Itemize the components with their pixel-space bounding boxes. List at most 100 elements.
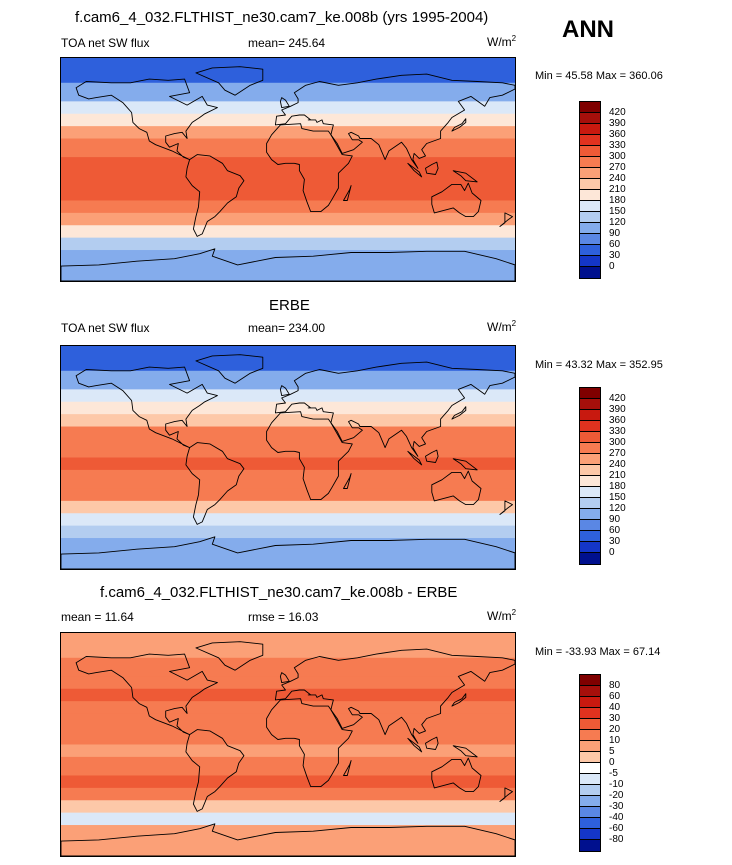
coastline [425, 736, 439, 750]
colorbar-tick-label: 330 [609, 426, 626, 437]
panel-3-colorbar [579, 674, 601, 852]
colorbar-segment [580, 256, 600, 267]
coastline [185, 442, 245, 525]
field-band [61, 58, 515, 84]
colorbar-segment [580, 146, 600, 157]
colorbar-segment [580, 421, 600, 432]
colorbar-segment [580, 719, 600, 730]
colorbar-segment [580, 135, 600, 146]
field-band [61, 657, 515, 677]
colorbar-tick-label: -60 [609, 823, 624, 834]
colorbar-tick-label: 0 [609, 757, 615, 768]
field-band [61, 225, 515, 239]
field-band [61, 82, 515, 102]
panel-1-colorbar [579, 101, 601, 279]
colorbar-segment [580, 399, 600, 410]
coastline [425, 161, 439, 175]
colorbar-tick-label: 10 [609, 735, 621, 746]
coastline [431, 470, 482, 506]
colorbar-segment [580, 212, 600, 223]
colorbar-tick-label: 270 [609, 162, 626, 173]
field-band [61, 513, 515, 527]
colorbar-tick-label: 330 [609, 140, 626, 151]
coastline [451, 406, 467, 420]
colorbar-segment [580, 730, 600, 741]
colorbar-segment [580, 168, 600, 179]
colorbar-segment [580, 708, 600, 719]
colorbar-segment [580, 763, 600, 774]
colorbar-segment [580, 223, 600, 234]
field-band [61, 138, 515, 158]
colorbar-segment [580, 388, 600, 399]
field-band [61, 250, 515, 281]
colorbar-tick-label: 0 [609, 547, 615, 558]
colorbar-tick-label: 300 [609, 437, 626, 448]
panel-2-colorbar [579, 387, 601, 565]
coastline [266, 698, 353, 788]
colorbar-tick-label: -40 [609, 812, 624, 823]
panel-2-units: W/m2 [487, 319, 517, 334]
colorbar-segment [580, 818, 600, 829]
colorbar-segment [580, 785, 600, 796]
panel-3-units: W/m2 [487, 608, 517, 623]
colorbar-tick-label: 390 [609, 118, 626, 129]
field-band [61, 212, 515, 226]
panel-1-variable-label: TOA net SW flux [61, 36, 150, 50]
colorbar-segment [580, 432, 600, 443]
field-band [61, 775, 515, 789]
colorbar-tick-label: 150 [609, 206, 626, 217]
field-band [61, 500, 515, 514]
colorbar-segment [580, 113, 600, 124]
coastline [274, 361, 515, 457]
coastline [451, 693, 467, 707]
colorbar-tick-label: -80 [609, 834, 624, 845]
colorbar-segment [580, 443, 600, 454]
coastline [407, 737, 423, 753]
colorbar-segment [580, 267, 600, 278]
colorbar-segment [580, 840, 600, 851]
field-band [61, 370, 515, 390]
colorbar-tick-label: 210 [609, 184, 626, 195]
coastline [425, 449, 439, 463]
colorbar-segment [580, 509, 600, 520]
colorbar-tick-label: 30 [609, 250, 621, 261]
colorbar-tick-label: 420 [609, 393, 626, 404]
coastline [407, 162, 423, 178]
colorbar-segment [580, 179, 600, 190]
coastline [274, 648, 515, 744]
colorbar-segment [580, 807, 600, 818]
colorbar-segment [580, 124, 600, 135]
coastline [343, 760, 352, 776]
panel-1-title: f.cam6_4_032.FLTHIST_ne30.cam7_ke.008b (… [75, 9, 489, 26]
colorbar-tick-label: 30 [609, 713, 621, 724]
coastline [431, 182, 482, 218]
colorbar-tick-label: 80 [609, 680, 621, 691]
coastline [185, 729, 245, 812]
colorbar-segment [580, 741, 600, 752]
coastline [61, 248, 515, 281]
colorbar-tick-label: 180 [609, 195, 626, 206]
coastline [195, 66, 264, 96]
colorbar-tick-label: 60 [609, 691, 621, 702]
panel-1-minmax: Min = 45.58 Max = 360.06 [535, 70, 663, 82]
colorbar-tick-label: 240 [609, 459, 626, 470]
coastline [266, 411, 353, 501]
coastline [75, 366, 218, 449]
panel-3-title: f.cam6_4_032.FLTHIST_ne30.cam7_ke.008b -… [100, 584, 458, 601]
field-band [61, 426, 515, 446]
colorbar-segment [580, 498, 600, 509]
colorbar-tick-label: 30 [609, 536, 621, 547]
coastline [195, 354, 264, 384]
field-band [61, 181, 515, 201]
field-band [61, 200, 515, 214]
field-band [61, 701, 515, 715]
colorbar-tick-label: 180 [609, 481, 626, 492]
coastline [452, 745, 478, 758]
colorbar-segment [580, 465, 600, 476]
colorbar-segment [580, 157, 600, 168]
colorbar-tick-label: 390 [609, 404, 626, 415]
coastline [451, 118, 467, 132]
field-band [61, 126, 515, 140]
colorbar-tick-label: 120 [609, 503, 626, 514]
colorbar-segment [580, 234, 600, 245]
